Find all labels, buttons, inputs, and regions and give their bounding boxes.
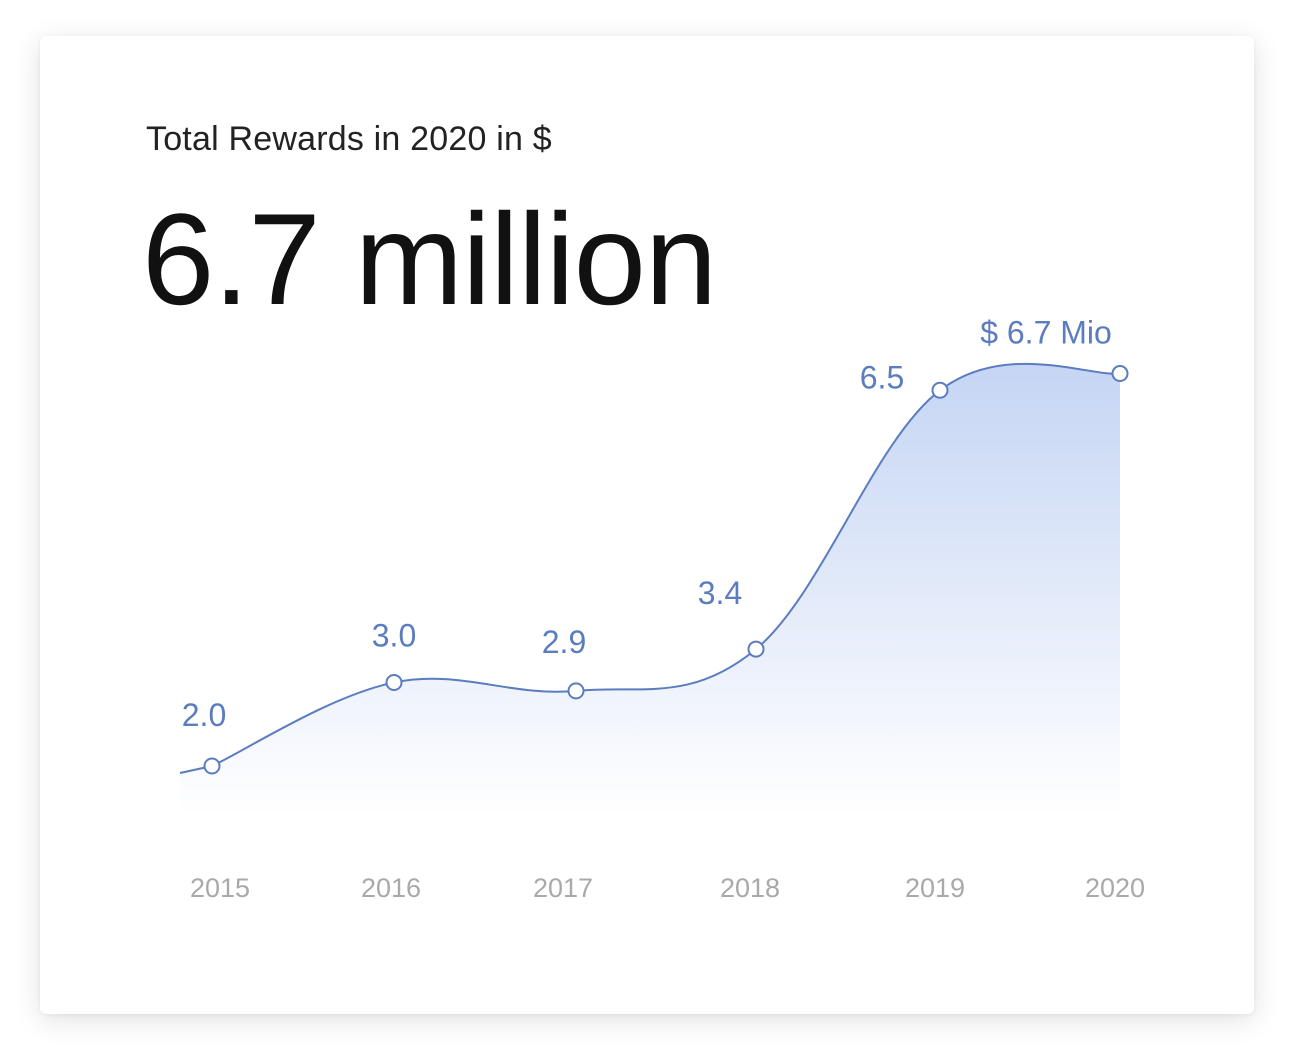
chart-subtitle: Total Rewards in 2020 in $ [146,120,552,158]
data-point-2020 [1111,365,1129,383]
data-point-2017 [567,682,585,700]
data-label-2019: 6.5 [860,359,904,395]
data-label-2016: 3.0 [372,618,416,654]
x-tick-2016: 2016 [361,873,421,903]
series-area-fill [180,363,1120,815]
data-label-2020: $ 6.7 Mio [980,315,1112,351]
series-line [179,362,1121,774]
data-label-2015: 2.0 [182,697,226,733]
data-point-2018 [747,640,765,658]
x-tick-2020: 2020 [1085,873,1145,903]
data-point-2019 [931,381,949,399]
x-tick-2015: 2015 [190,873,250,903]
data-label-2017: 2.9 [542,624,586,660]
data-point-2016 [385,674,403,691]
total-rewards-value: 6.7 million [142,186,717,332]
data-label-2018: 3.4 [698,575,742,611]
x-tick-2018: 2018 [720,873,780,903]
x-tick-2019: 2019 [905,873,965,903]
x-tick-2017: 2017 [533,873,593,903]
data-point-2015 [203,757,221,775]
